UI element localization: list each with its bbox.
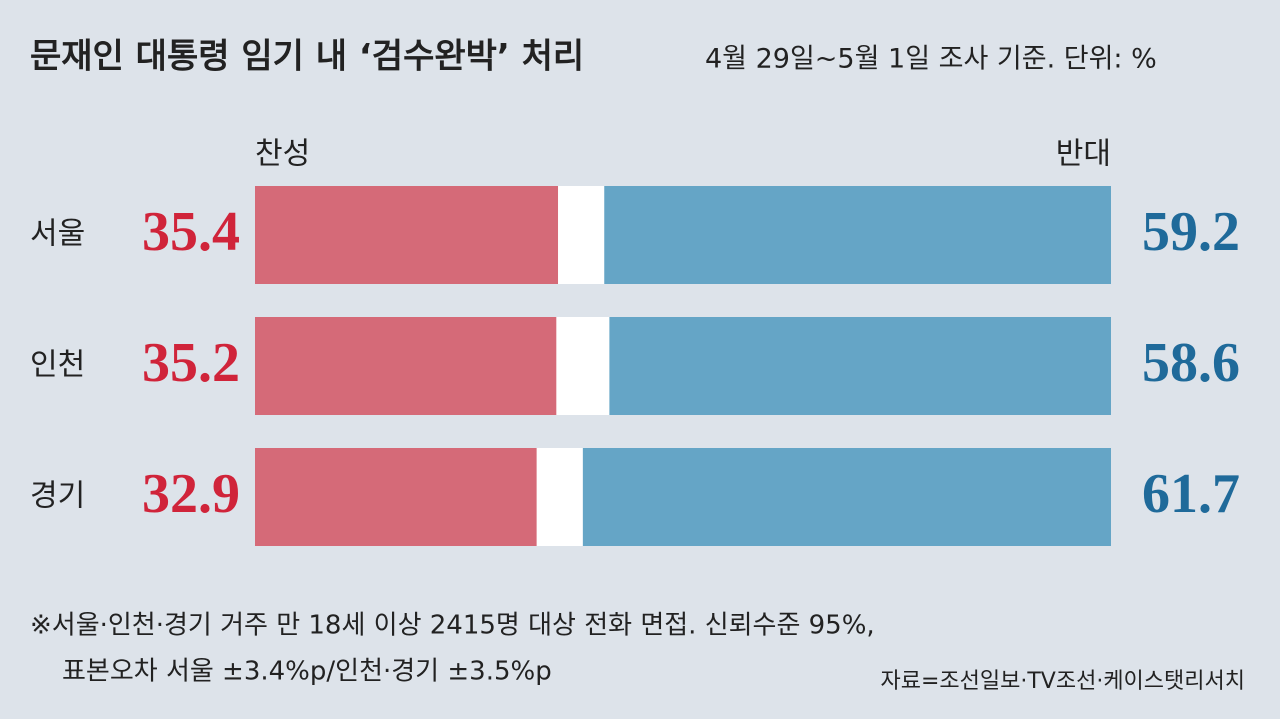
legend-label: 찬성 (255, 137, 310, 172)
chart-subtitle: 4월 29일~5월 1일 조사 기준. 단위: % (705, 44, 1157, 75)
y-tick-label: 경기 (30, 479, 85, 514)
bar (255, 448, 537, 546)
source: 자료=조선일보·TV조선·케이스탯리서치 (880, 669, 1245, 694)
value-label: 35.4 (142, 201, 240, 263)
value-label: 59.2 (1142, 201, 1240, 263)
y-tick-label: 서울 (30, 217, 85, 252)
legend-label: 반대 (1056, 137, 1111, 172)
bar (582, 448, 1111, 546)
note: ※서울·인천·경기 거주 만 18세 이상 2415명 대상 전화 면접. 신뢰… (30, 611, 875, 641)
chart-title: 문재인 대통령 임기 내 ‘검수완박’ 처리 (30, 37, 584, 77)
value-label: 58.6 (1142, 332, 1240, 394)
note: 표본오차 서울 ±3.4%p/인천·경기 ±3.5%p (62, 657, 552, 687)
bar (255, 186, 559, 284)
bar (609, 317, 1111, 415)
value-label: 61.7 (1142, 463, 1240, 525)
value-label: 32.9 (142, 463, 240, 525)
value-label: 35.2 (142, 332, 240, 394)
bar (604, 186, 1111, 284)
y-tick-label: 인천 (30, 348, 85, 383)
bar (255, 317, 557, 415)
